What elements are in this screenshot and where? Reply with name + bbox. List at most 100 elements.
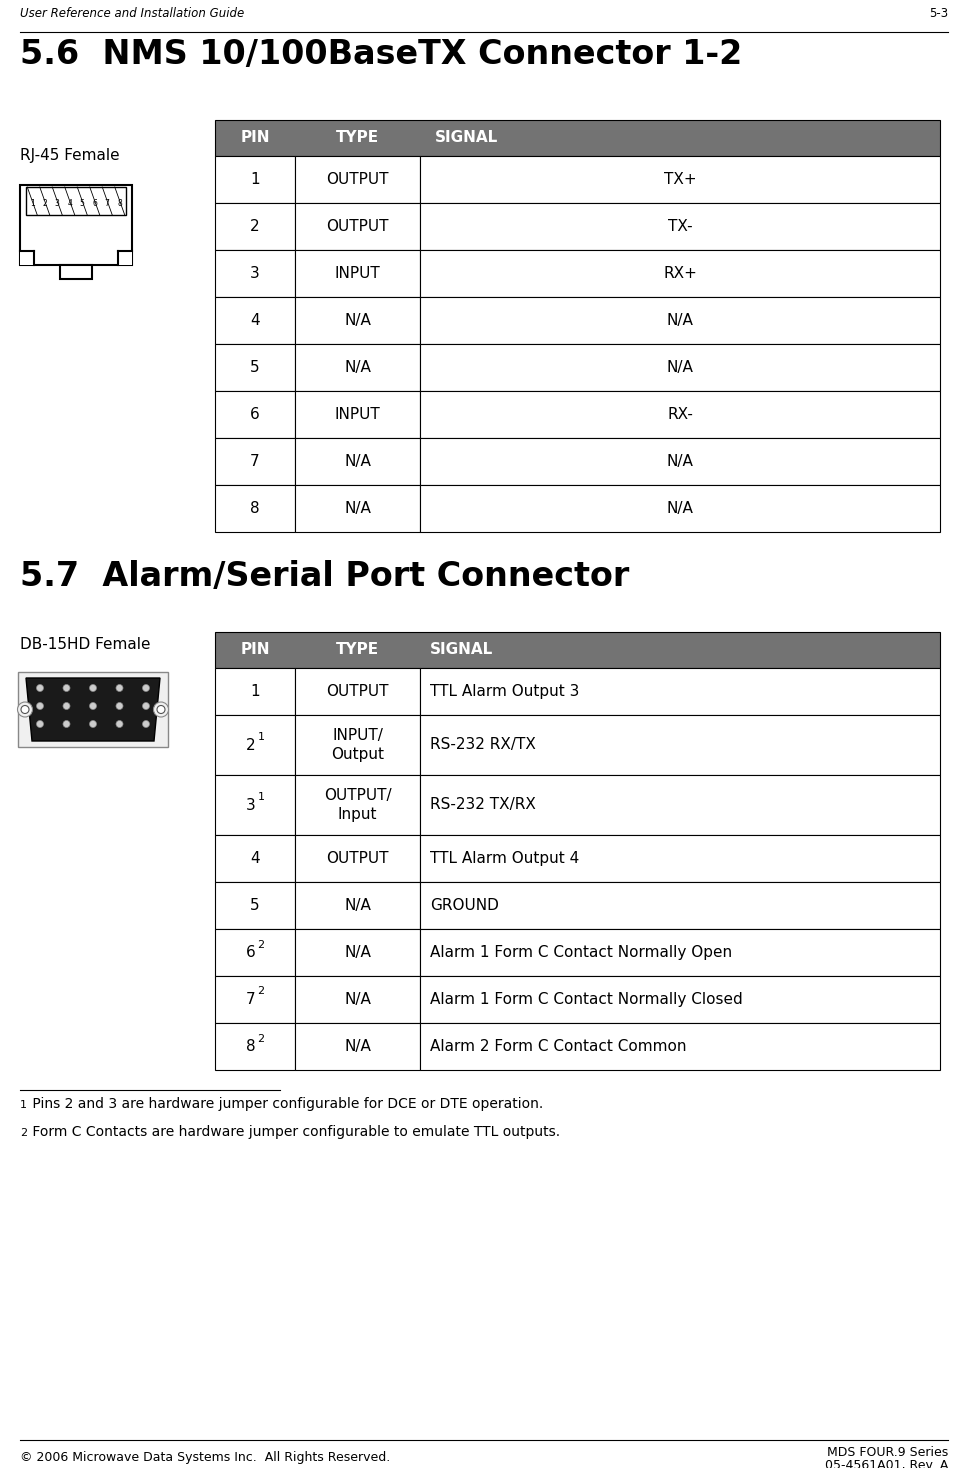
Text: 7: 7	[250, 454, 259, 468]
Bar	[420, 882, 940, 929]
Bar	[420, 250, 940, 297]
Bar	[295, 250, 420, 297]
Text: PIN: PIN	[240, 643, 270, 658]
Text: Alarm 1 Form C Contact Normally Open: Alarm 1 Form C Contact Normally Open	[430, 945, 732, 960]
Bar	[215, 775, 295, 835]
Text: OUTPUT/
Input: OUTPUT/ Input	[323, 788, 391, 822]
Bar	[215, 668, 295, 715]
Text: INPUT: INPUT	[335, 407, 380, 421]
Circle shape	[89, 721, 97, 728]
Circle shape	[157, 706, 165, 713]
Text: TX+: TX+	[664, 172, 696, 186]
Text: N/A: N/A	[667, 501, 693, 515]
Text: TYPE: TYPE	[336, 643, 379, 658]
Text: 1: 1	[257, 793, 264, 802]
Bar	[215, 250, 295, 297]
Text: RS-232 TX/RX: RS-232 TX/RX	[430, 797, 536, 812]
Text: © 2006 Microwave Data Systems Inc.  All Rights Reserved.: © 2006 Microwave Data Systems Inc. All R…	[20, 1452, 390, 1465]
Bar	[60, 266, 92, 279]
Circle shape	[17, 702, 33, 716]
Bar	[215, 203, 295, 250]
Bar	[215, 633, 940, 668]
Bar	[215, 120, 940, 156]
Bar	[215, 484, 295, 531]
Text: 2: 2	[257, 986, 264, 997]
Circle shape	[21, 706, 29, 713]
Bar	[295, 715, 420, 775]
Bar	[215, 390, 295, 437]
Circle shape	[142, 721, 149, 728]
Circle shape	[63, 684, 70, 691]
Text: N/A: N/A	[344, 992, 371, 1007]
Text: N/A: N/A	[667, 360, 693, 374]
Circle shape	[116, 703, 123, 709]
Text: 1: 1	[30, 200, 35, 208]
Bar	[420, 715, 940, 775]
Text: 5-3: 5-3	[929, 7, 948, 21]
Text: 8: 8	[250, 501, 259, 515]
Text: RS-232 RX/TX: RS-232 RX/TX	[430, 737, 536, 753]
Circle shape	[63, 703, 70, 709]
Bar	[295, 929, 420, 976]
Bar	[215, 156, 295, 203]
Bar	[420, 976, 940, 1023]
Bar	[26, 186, 126, 214]
Text: RX+: RX+	[663, 266, 697, 280]
Bar	[18, 672, 168, 747]
Bar	[420, 437, 940, 484]
Circle shape	[154, 702, 168, 716]
Text: N/A: N/A	[344, 1039, 371, 1054]
Bar	[118, 251, 132, 266]
Bar	[420, 297, 940, 344]
Text: 4: 4	[68, 200, 73, 208]
Text: N/A: N/A	[344, 501, 371, 515]
Text: MDS FOUR.9 Series: MDS FOUR.9 Series	[827, 1446, 948, 1459]
Bar	[295, 156, 420, 203]
Bar	[295, 882, 420, 929]
Bar	[215, 976, 295, 1023]
Text: N/A: N/A	[344, 898, 371, 913]
Text: 6: 6	[250, 407, 259, 421]
Text: 5: 5	[79, 200, 84, 208]
Text: 2: 2	[20, 1127, 27, 1138]
Text: 4: 4	[250, 313, 259, 327]
Bar	[420, 344, 940, 390]
Text: 2: 2	[250, 219, 259, 233]
Text: 6: 6	[92, 200, 97, 208]
Bar	[295, 668, 420, 715]
Text: N/A: N/A	[344, 313, 371, 327]
Bar	[215, 882, 295, 929]
Bar	[295, 203, 420, 250]
Bar	[215, 297, 295, 344]
Text: 8: 8	[117, 200, 122, 208]
Text: 5.6  NMS 10/100BaseTX Connector 1-2: 5.6 NMS 10/100BaseTX Connector 1-2	[20, 38, 742, 70]
Bar	[295, 976, 420, 1023]
Text: PIN: PIN	[240, 131, 270, 145]
Bar	[420, 668, 940, 715]
Text: N/A: N/A	[667, 313, 693, 327]
Text: 3: 3	[55, 200, 60, 208]
Bar	[420, 156, 940, 203]
Circle shape	[142, 684, 149, 691]
Circle shape	[37, 684, 44, 691]
Text: Form C Contacts are hardware jumper configurable to emulate TTL outputs.: Form C Contacts are hardware jumper conf…	[28, 1124, 560, 1139]
Text: 5: 5	[250, 360, 259, 374]
Bar	[420, 390, 940, 437]
Bar	[215, 715, 295, 775]
Text: 2: 2	[257, 1033, 264, 1044]
Text: 2: 2	[257, 940, 264, 950]
Bar	[295, 437, 420, 484]
Bar	[420, 775, 940, 835]
Text: RJ-45 Female: RJ-45 Female	[20, 148, 120, 163]
Circle shape	[116, 684, 123, 691]
Text: 5: 5	[250, 898, 259, 913]
Text: User Reference and Installation Guide: User Reference and Installation Guide	[20, 7, 244, 21]
Text: SIGNAL: SIGNAL	[435, 131, 499, 145]
Bar	[295, 390, 420, 437]
Text: 2: 2	[246, 737, 256, 753]
Text: Alarm 2 Form C Contact Common: Alarm 2 Form C Contact Common	[430, 1039, 686, 1054]
Bar	[295, 297, 420, 344]
Text: TTL Alarm Output 3: TTL Alarm Output 3	[430, 684, 580, 699]
Text: N/A: N/A	[344, 360, 371, 374]
Text: OUTPUT: OUTPUT	[326, 851, 389, 866]
